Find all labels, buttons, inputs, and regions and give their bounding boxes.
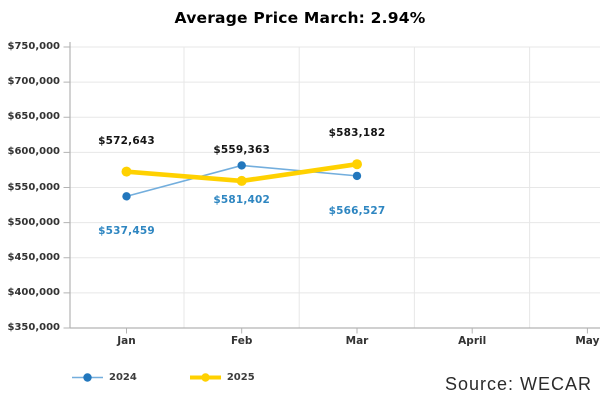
y-tick-label: $750,000 [7, 41, 60, 52]
x-tick-label: May [575, 335, 600, 347]
data-label-2024: $581,402 [213, 194, 271, 207]
chart-title: Average Price March: 2.94% [174, 9, 426, 27]
data-point-2024 [122, 192, 131, 201]
legend: 2024 2025 [71, 371, 255, 384]
y-tick-label: $600,000 [7, 146, 60, 158]
data-label-2024: $537,459 [98, 225, 155, 238]
data-point-2024 [352, 171, 362, 181]
data-point-2025 [121, 166, 132, 177]
y-tick-label: $450,000 [7, 251, 60, 263]
legend-item-2025: 2025 [189, 371, 255, 384]
x-tick-label: Mar [345, 335, 369, 347]
x-tick-label: Jan [117, 335, 136, 347]
legend-label: 2024 [109, 372, 137, 383]
x-tick-label: Feb [230, 335, 253, 347]
y-tick-label: $650,000 [7, 111, 60, 123]
data-point-2025 [236, 175, 247, 186]
y-tick-label: $400,000 [7, 286, 60, 298]
data-label-2025: $572,643 [98, 134, 155, 147]
y-tick-label: $500,000 [7, 216, 60, 228]
data-point-2025 [352, 159, 362, 170]
data-point-2024 [237, 161, 246, 170]
legend-label: 2025 [226, 372, 255, 383]
data-label-2025: $583,182 [328, 127, 386, 140]
legend-swatch-icon [72, 373, 103, 382]
y-tick-label: $550,000 [7, 181, 60, 193]
legend-item-2024: 2024 [71, 371, 137, 384]
data-label-2025: $559,363 [213, 143, 271, 156]
source-label: Source: WECAR [444, 374, 592, 394]
y-tick-label: $700,000 [7, 76, 60, 88]
x-tick-label: April [458, 335, 487, 347]
y-tick-label: $350,000 [7, 322, 60, 333]
legend-swatch-icon [189, 373, 221, 382]
data-label-2024: $566,527 [328, 204, 386, 217]
